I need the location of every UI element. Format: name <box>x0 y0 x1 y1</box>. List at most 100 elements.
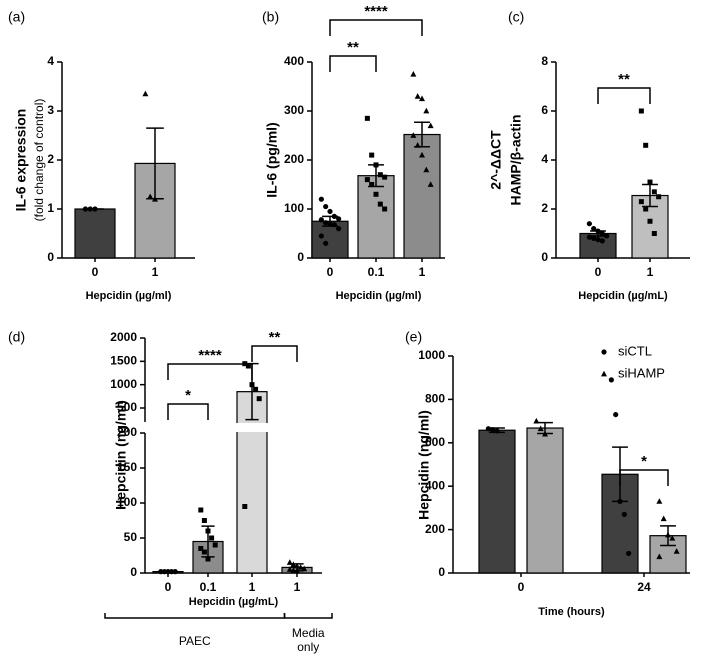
data-point <box>297 564 304 570</box>
data-point <box>152 196 158 202</box>
y-tick-label: 6 <box>541 103 548 117</box>
y-tick-label: 1 <box>47 201 54 215</box>
y-tick-label: 400 <box>425 478 445 492</box>
axis-break <box>137 423 322 432</box>
data-point <box>205 528 211 534</box>
data-point <box>256 396 262 402</box>
data-point <box>290 567 297 573</box>
panel-label: (e) <box>405 329 422 345</box>
data-point <box>423 166 430 173</box>
data-point <box>419 151 425 158</box>
y-tick-label: 2 <box>541 201 548 215</box>
data-point <box>537 425 544 432</box>
y-axis-label: 2^-ΔΔCT <box>488 130 504 190</box>
bar <box>311 220 349 259</box>
legend-label: siCTL <box>618 343 652 358</box>
data-point <box>490 427 496 433</box>
panel-label: (d) <box>8 329 25 345</box>
data-point <box>377 172 383 178</box>
significance-label: ** <box>618 71 630 88</box>
y-tick-label: 0 <box>130 565 137 579</box>
data-point <box>656 553 663 560</box>
x-tick-label: 1 <box>647 265 654 279</box>
data-point <box>323 240 329 246</box>
y-tick-label: 0 <box>47 250 54 264</box>
y-tick-label: 4 <box>47 54 54 68</box>
x-axis-label: Time (hours) <box>538 606 605 618</box>
data-point <box>651 231 657 236</box>
data-point <box>673 548 680 554</box>
significance-label: * <box>185 387 191 404</box>
data-point <box>647 179 653 185</box>
data-point <box>638 108 644 114</box>
y-axis-label: IL-6 expression <box>13 109 29 212</box>
data-point <box>647 218 653 224</box>
data-point <box>373 191 379 197</box>
legend-marker <box>601 349 607 355</box>
y-tick-label: 1500 <box>110 354 137 368</box>
data-point <box>286 559 293 565</box>
data-point <box>161 569 167 575</box>
bar <box>357 175 395 259</box>
x-tick-label: 0 <box>595 265 602 279</box>
data-point <box>533 417 540 424</box>
y-tick-label: 200 <box>425 522 445 536</box>
data-point <box>323 203 329 210</box>
legend-label: siHAMP <box>618 365 665 380</box>
data-point <box>331 222 337 228</box>
data-point <box>205 556 211 562</box>
data-point <box>599 230 605 237</box>
y-axis-label: Hepcidin (ng/ml) <box>113 400 129 510</box>
data-point <box>419 95 425 102</box>
x-tick-label: 1 <box>249 580 256 594</box>
x-tick-label: 0.1 <box>368 265 385 279</box>
data-point <box>665 531 671 538</box>
data-point <box>201 549 207 555</box>
y-tick-label: 600 <box>425 435 445 449</box>
data-point <box>301 565 308 572</box>
data-point <box>542 430 548 437</box>
y-tick-label: 1000 <box>110 377 137 391</box>
data-point <box>414 93 421 99</box>
data-point <box>651 189 657 195</box>
group-label: Media only <box>291 626 325 654</box>
data-point <box>242 504 248 509</box>
data-point <box>364 115 370 121</box>
data-point <box>643 142 649 148</box>
data-point <box>364 177 370 183</box>
data-point <box>198 546 204 551</box>
significance-label: ** <box>347 39 359 56</box>
y-tick-label: 3 <box>47 103 54 117</box>
x-axis-label: Hepcidin (µg/ml) <box>86 290 172 302</box>
significance-bracket <box>167 403 209 420</box>
y-tick-label: 0 <box>438 565 445 579</box>
group-bracket <box>104 613 286 619</box>
data-point <box>87 206 93 212</box>
y-axis-label: (fold change of control) <box>32 99 46 222</box>
bar <box>631 194 669 259</box>
data-point <box>660 515 667 522</box>
data-point <box>318 196 324 202</box>
data-point <box>414 142 421 148</box>
data-point <box>410 132 417 138</box>
data-point <box>294 567 300 574</box>
data-point <box>608 377 614 383</box>
panel-label: (c) <box>508 9 524 25</box>
group-label-box: PAEC <box>179 634 211 648</box>
data-point <box>318 233 324 239</box>
data-point <box>656 194 662 200</box>
data-point <box>169 569 175 575</box>
data-point <box>142 90 149 97</box>
y-tick-label: 200 <box>117 425 137 439</box>
data-point <box>212 542 218 548</box>
data-point <box>643 206 649 212</box>
x-tick-label: 1 <box>419 265 426 279</box>
data-point <box>382 174 388 180</box>
y-tick-label: 0 <box>541 250 548 264</box>
y-tick-label: 1000 <box>418 348 445 362</box>
x-tick-label: 0 <box>327 265 334 279</box>
data-point <box>245 363 251 369</box>
x-tick-label: 0 <box>165 580 172 594</box>
y-tick-label: 2000 <box>110 330 137 344</box>
data-point <box>599 238 605 244</box>
